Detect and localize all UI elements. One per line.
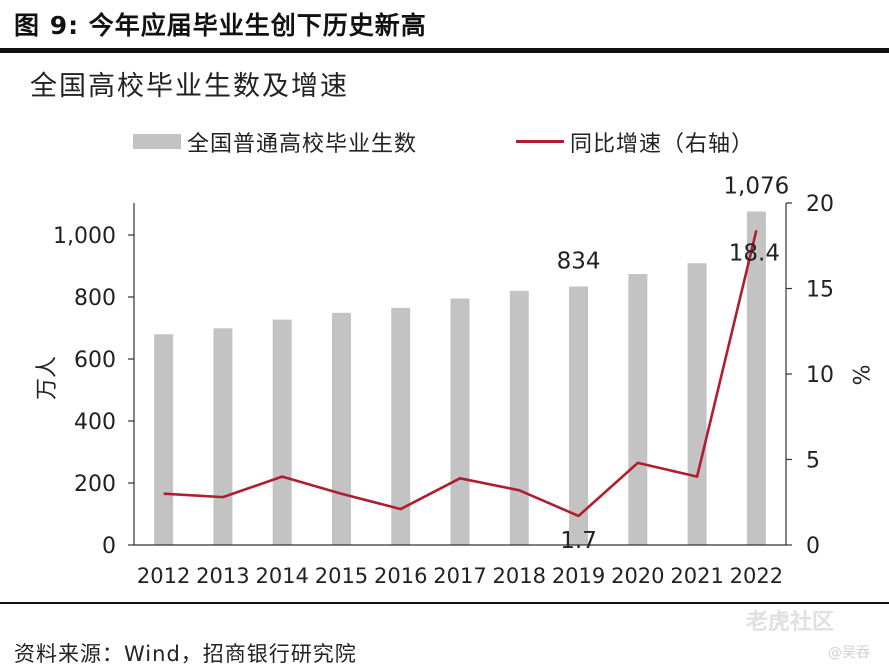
legend-bar-swatch [133,134,181,149]
bar-2020 [628,274,648,545]
data-label: 1,076 [723,173,789,199]
bar-2016 [391,307,411,545]
bar-2018 [509,290,529,545]
bar-2012 [154,334,174,545]
x-tick-label: 2022 [730,564,783,588]
data-label: 1.7 [560,528,597,554]
y-left-tick-label: 600 [74,348,116,373]
x-tick-label: 2012 [137,564,190,588]
y-left-tick-label: 200 [74,472,116,497]
x-tick-label: 2020 [611,564,664,588]
bar-2021 [687,263,707,545]
x-tick-label: 2015 [315,564,368,588]
x-tick-label: 2014 [255,564,308,588]
y-right-tick-label: 10 [806,363,834,388]
bar-2014 [272,319,292,545]
y-left-tick-label: 0 [102,534,116,559]
legend-bar-label: 全国普通高校毕业生数 [187,132,418,157]
y-right-tick-label: 5 [806,449,820,474]
data-label: 834 [557,248,601,274]
legend-line-label: 同比增速（右轴） [570,132,755,157]
legend-line-swatch [516,140,564,143]
watermark-brand: 老虎社区 [746,610,835,635]
y-left-tick-label: 800 [74,286,116,311]
x-tick-label: 2019 [552,564,605,588]
bottom-rule [0,602,889,604]
x-tick-label: 2013 [196,564,249,588]
bar-2013 [213,328,233,545]
legend: 全国普通高校毕业生数 同比增速（右轴） [0,124,889,158]
chart-area: 0 200 400 600 800 1,000 0 5 10 15 20 2012 2013 2014 20… [35,173,872,588]
bar-2015 [331,312,351,545]
y-left-tick-label: 1,000 [53,224,116,249]
bar-2019 [569,286,589,545]
watermark-author: @吴吞 [828,645,870,661]
chart-title: 全国高校毕业生数及增速 [30,71,349,102]
x-tick-label: 2021 [670,564,723,588]
x-tick-label: 2018 [493,564,546,588]
y-right-axis-title: % [847,365,872,386]
growth-line [163,230,758,518]
y-right-tick-label: 15 [806,278,834,303]
top-rule [0,48,889,53]
y-left-axis-title: 万人 [35,356,60,400]
bar-2017 [450,298,470,545]
bar-2022 [746,211,766,545]
data-label: 18.4 [729,240,780,266]
x-tick-label: 2017 [433,564,486,588]
x-tick-label: 2016 [374,564,427,588]
y-left-tick-label: 400 [74,410,116,435]
y-right-tick-label: 20 [806,192,834,217]
y-right-tick-label: 0 [806,534,820,559]
source-note: 资料来源：Wind，招商银行研究院 [14,642,357,666]
figure-title: 图 9: 今年应届毕业生创下历史新高 [14,11,427,40]
